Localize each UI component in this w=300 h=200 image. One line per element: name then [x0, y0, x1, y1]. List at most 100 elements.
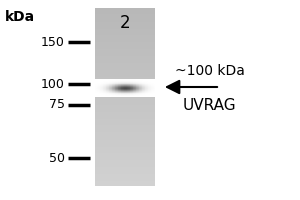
- Bar: [108, 95, 109, 96]
- Bar: [146, 80, 147, 81]
- Bar: [97, 86, 98, 87]
- Bar: [95, 73, 155, 75]
- Bar: [152, 80, 153, 81]
- Bar: [147, 94, 148, 95]
- Bar: [128, 84, 129, 85]
- Bar: [145, 84, 146, 85]
- Bar: [118, 89, 119, 90]
- Bar: [97, 80, 98, 81]
- Bar: [127, 92, 128, 93]
- Bar: [95, 141, 155, 142]
- Bar: [98, 79, 99, 80]
- Bar: [111, 85, 112, 86]
- Bar: [102, 85, 103, 86]
- Bar: [113, 82, 114, 83]
- Bar: [110, 80, 111, 81]
- Bar: [142, 94, 143, 95]
- Bar: [95, 61, 155, 62]
- Bar: [139, 92, 140, 93]
- Bar: [144, 79, 145, 80]
- Bar: [145, 88, 146, 89]
- Bar: [109, 93, 110, 94]
- Bar: [128, 91, 129, 92]
- Bar: [101, 81, 102, 82]
- Bar: [109, 85, 110, 86]
- Bar: [140, 95, 141, 96]
- Bar: [127, 91, 128, 92]
- Bar: [148, 90, 149, 91]
- Bar: [128, 88, 129, 89]
- Bar: [147, 83, 148, 84]
- Bar: [107, 82, 108, 83]
- Bar: [117, 91, 118, 92]
- Bar: [98, 79, 99, 80]
- Bar: [115, 81, 116, 82]
- Bar: [99, 88, 100, 89]
- Bar: [154, 96, 155, 97]
- Bar: [95, 118, 155, 119]
- Bar: [123, 94, 124, 95]
- Bar: [100, 90, 101, 91]
- Bar: [139, 82, 140, 83]
- Bar: [95, 36, 155, 37]
- Bar: [139, 90, 140, 91]
- Bar: [128, 95, 129, 96]
- Bar: [104, 87, 105, 88]
- Bar: [151, 91, 152, 92]
- Bar: [111, 95, 112, 96]
- Bar: [115, 79, 116, 80]
- Bar: [99, 96, 100, 97]
- Bar: [95, 78, 155, 79]
- Bar: [95, 94, 96, 95]
- Bar: [129, 88, 130, 89]
- Bar: [149, 85, 150, 86]
- Bar: [132, 92, 133, 93]
- Bar: [105, 79, 106, 80]
- Bar: [121, 93, 122, 94]
- Bar: [144, 93, 145, 94]
- Bar: [115, 80, 116, 81]
- Bar: [122, 93, 123, 94]
- Bar: [100, 89, 101, 90]
- Bar: [101, 94, 102, 95]
- Bar: [96, 94, 97, 95]
- Bar: [121, 81, 122, 82]
- Bar: [95, 98, 155, 99]
- Bar: [118, 81, 119, 82]
- Bar: [112, 93, 113, 94]
- Bar: [123, 92, 124, 93]
- Bar: [132, 90, 133, 91]
- Bar: [127, 90, 128, 91]
- Bar: [95, 45, 155, 46]
- Bar: [141, 92, 142, 93]
- Bar: [110, 88, 111, 89]
- Bar: [122, 80, 123, 81]
- Bar: [95, 49, 155, 50]
- Bar: [136, 90, 137, 91]
- Bar: [142, 92, 143, 93]
- Bar: [101, 90, 102, 91]
- Bar: [100, 86, 101, 87]
- Bar: [127, 93, 128, 94]
- Bar: [95, 13, 155, 14]
- Bar: [131, 83, 132, 84]
- Bar: [111, 80, 112, 81]
- Bar: [125, 91, 126, 92]
- Bar: [109, 95, 110, 96]
- Bar: [148, 80, 149, 81]
- Bar: [144, 81, 145, 82]
- Bar: [138, 89, 139, 90]
- Bar: [101, 88, 102, 89]
- Bar: [112, 80, 113, 81]
- Bar: [104, 86, 105, 87]
- Bar: [117, 95, 118, 96]
- Bar: [140, 82, 141, 83]
- Bar: [126, 95, 127, 96]
- Bar: [140, 80, 141, 81]
- Bar: [99, 82, 100, 83]
- Bar: [120, 81, 121, 82]
- Bar: [119, 88, 120, 89]
- Bar: [116, 79, 117, 80]
- Bar: [109, 83, 110, 84]
- Bar: [95, 13, 155, 14]
